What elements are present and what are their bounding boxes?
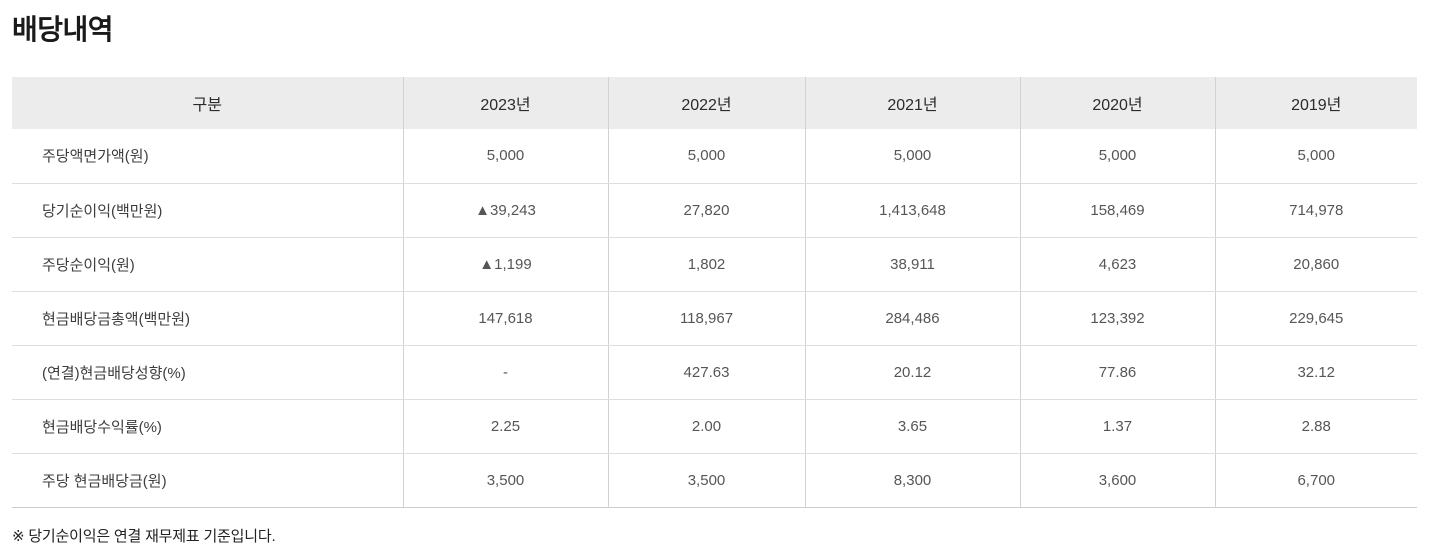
- row-label: 주당 현금배당금(원): [12, 453, 403, 508]
- table-row: 현금배당수익률(%) 2.25 2.00 3.65 1.37 2.88: [12, 399, 1417, 454]
- data-cell: 6,700: [1214, 453, 1417, 508]
- data-cell: 147,618: [402, 291, 608, 346]
- row-label: 당기순이익(백만원): [12, 183, 403, 238]
- data-cell: 3.65: [804, 399, 1020, 454]
- data-cell: 27,820: [607, 183, 805, 238]
- table-row: 현금배당금총액(백만원) 147,618 118,967 284,486 123,392…: [12, 291, 1417, 346]
- data-cell: 714,978: [1214, 183, 1417, 238]
- data-cell: 427.63: [607, 345, 805, 400]
- data-cell: 5,000: [1214, 129, 1417, 184]
- data-cell: 20,860: [1214, 237, 1417, 292]
- data-cell: 5,000: [1019, 129, 1215, 184]
- row-label: 주당순이익(원): [12, 237, 403, 292]
- data-cell: 229,645: [1214, 291, 1417, 346]
- table-row: 주당순이익(원) ▲1,199 1,802 38,911 4,623 20,860: [12, 237, 1417, 292]
- column-header-category: 구분: [12, 77, 403, 129]
- data-cell: 38,911: [804, 237, 1020, 292]
- dividend-table: 구분 2023년 2022년 2021년 2020년 2019년 주당액면가액(원) 5,0…: [12, 77, 1417, 508]
- table-header-row: 구분 2023년 2022년 2021년 2020년 2019년: [12, 77, 1417, 129]
- table-row: 주당액면가액(원) 5,000 5,000 5,000 5,000 5,000: [12, 129, 1417, 184]
- table-row: 당기순이익(백만원) ▲39,243 27,820 1,413,648 158,469 7…: [12, 183, 1417, 238]
- data-cell: 3,600: [1019, 453, 1215, 508]
- data-cell: 284,486: [804, 291, 1020, 346]
- row-label: 현금배당금총액(백만원): [12, 291, 403, 346]
- data-cell: 158,469: [1019, 183, 1215, 238]
- data-cell: 2.00: [607, 399, 805, 454]
- footnote: ※ 당기순이익은 연결 재무제표 기준입니다.: [12, 527, 276, 545]
- table-row: 주당 현금배당금(원) 3,500 3,500 8,300 3,600 6,700: [12, 453, 1417, 508]
- data-cell: 8,300: [804, 453, 1020, 508]
- column-header-year: 2019년: [1214, 77, 1417, 129]
- data-cell: 1,802: [607, 237, 805, 292]
- data-cell: 3,500: [607, 453, 805, 508]
- page-title: 배당내역: [12, 14, 114, 45]
- data-cell: 5,000: [804, 129, 1020, 184]
- data-cell: 123,392: [1019, 291, 1215, 346]
- data-cell: 77.86: [1019, 345, 1215, 400]
- data-cell: 3,500: [402, 453, 608, 508]
- data-cell: 20.12: [804, 345, 1020, 400]
- data-cell: 2.88: [1214, 399, 1417, 454]
- column-header-year: 2022년: [607, 77, 805, 129]
- data-cell: 5,000: [607, 129, 805, 184]
- table-body: 주당액면가액(원) 5,000 5,000 5,000 5,000 5,000 당기순이익(…: [12, 129, 1417, 508]
- data-cell: 5,000: [402, 129, 608, 184]
- column-header-year: 2023년: [402, 77, 608, 129]
- data-cell: ▲1,199: [402, 237, 608, 292]
- column-header-year: 2020년: [1019, 77, 1215, 129]
- data-cell: 2.25: [402, 399, 608, 454]
- data-cell: 4,623: [1019, 237, 1215, 292]
- data-cell: 1.37: [1019, 399, 1215, 454]
- data-cell: 32.12: [1214, 345, 1417, 400]
- table-row: (연결)현금배당성향(%) -427.63 20.12 77.86 32.12: [12, 345, 1417, 400]
- row-label: 현금배당수익률(%): [12, 399, 403, 454]
- row-label: (연결)현금배당성향(%): [12, 345, 403, 400]
- column-header-year: 2021년: [804, 77, 1020, 129]
- data-cell: -: [402, 345, 608, 400]
- data-cell: 118,967: [607, 291, 805, 346]
- row-label: 주당액면가액(원): [12, 129, 403, 184]
- data-cell: 1,413,648: [804, 183, 1020, 238]
- data-cell: ▲39,243: [402, 183, 608, 238]
